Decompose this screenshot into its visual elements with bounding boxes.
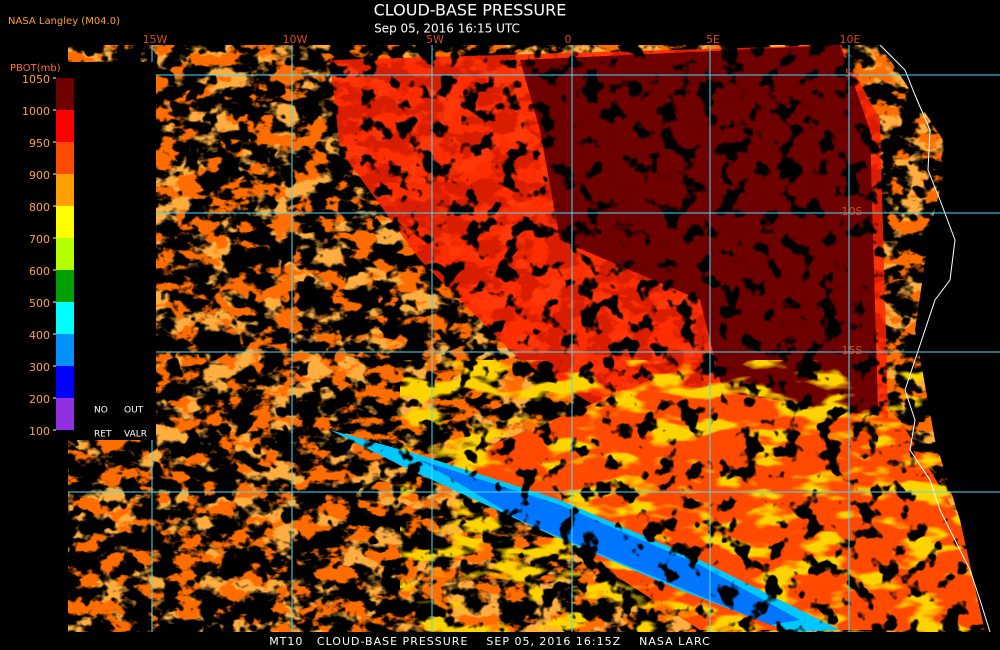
longitude-label: 5W — [426, 33, 444, 46]
cloud-imagery — [68, 45, 1000, 632]
colorbar-tick-label: 200 — [29, 393, 50, 406]
subtitle: Sep 05, 2016 16:15 UTC — [374, 22, 520, 36]
no-retrieval-label: NO — [94, 406, 108, 416]
colorbar-tick-label: 400 — [29, 329, 50, 342]
colorbar-tick-label: 700 — [29, 233, 50, 246]
colorbar-tick-label: 900 — [29, 169, 50, 182]
title: CLOUD-BASE PRESSURE — [374, 1, 567, 20]
latitude-label: 10S — [842, 205, 863, 218]
colorbar-segment — [56, 334, 74, 366]
colorbar-tick-label: 300 — [29, 361, 50, 374]
colorbar-tick-label: 800 — [29, 201, 50, 214]
colorbar-segment — [56, 174, 74, 206]
colorbar-segment — [56, 78, 74, 110]
longitude-label: 10E — [840, 33, 861, 46]
longitude-label: 0 — [565, 33, 572, 46]
colorbar-tick-label: 1050 — [22, 73, 50, 86]
colorbar-segment — [56, 302, 74, 334]
longitude-label: 15W — [143, 33, 168, 46]
no-retrieval-label: RET — [94, 430, 112, 440]
colorbar-segment — [56, 238, 74, 270]
credit: NASA Langley (M04.0) — [8, 16, 120, 27]
colorbar-tick-label: 500 — [29, 297, 50, 310]
colorbar-tick-label: 600 — [29, 265, 50, 278]
land-area — [880, 45, 1000, 632]
no-retrieval-label: VALR — [124, 430, 147, 440]
colorbar-segment — [56, 270, 74, 302]
longitude-label: 10W — [283, 33, 308, 46]
colorbar-segment — [56, 110, 74, 142]
latitude-label: 5S — [845, 67, 859, 80]
colorbar-tick-label: 100 — [29, 425, 50, 438]
colorbar-segment — [56, 398, 74, 430]
coastline — [879, 45, 991, 632]
colorbar-segment — [56, 142, 74, 174]
latitude-label: 15S — [842, 344, 863, 357]
longitude-label: 5E — [706, 33, 720, 46]
colorbar-tick-label: 950 — [29, 137, 50, 150]
footer: MT10 CLOUD-BASE PRESSURE SEP 05, 2016 16… — [269, 635, 711, 648]
colorbar-tick-label: 1000 — [22, 105, 50, 118]
colorbar-title: PBOT(mb) — [10, 63, 61, 74]
colorbar-segment — [56, 206, 74, 238]
colorbar-segment — [56, 366, 74, 398]
clear-sky — [68, 45, 1000, 632]
no-retrieval-label: OUT — [124, 406, 144, 416]
